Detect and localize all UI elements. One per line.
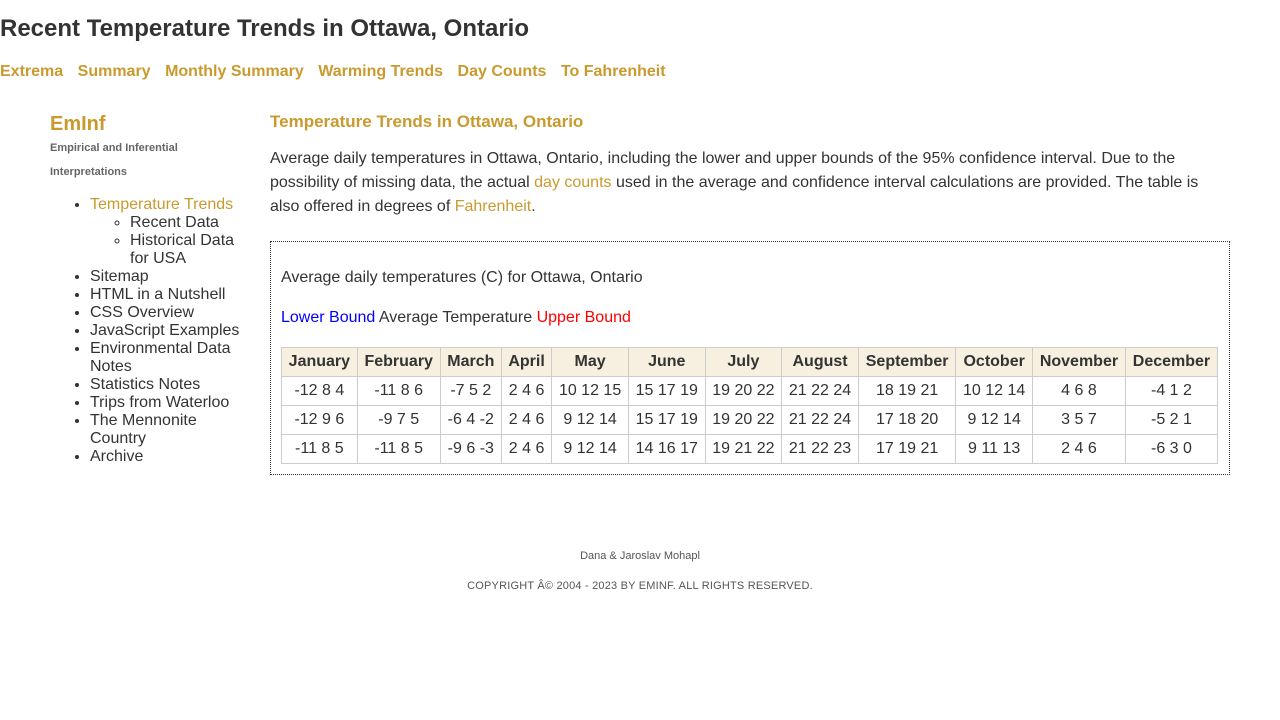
- table-cell: 2 4 6: [500, 376, 553, 406]
- nav-link-summary[interactable]: Summary: [77, 63, 151, 80]
- legend-lower-bound: Lower Bound: [281, 309, 376, 326]
- top-nav: Extrema Summary Monthly Summary Warming …: [0, 63, 680, 81]
- footer-copyright: COPYRIGHT Â© 2004 - 2023 BY EMINF. ALL R…: [467, 580, 813, 592]
- intro-paragraph: Average daily temperatures in Ottawa, On…: [270, 147, 1215, 219]
- legend-upper-bound: Upper Bound: [536, 309, 631, 326]
- column-header: July: [704, 347, 783, 377]
- column-header: April: [500, 347, 553, 377]
- legend-average: Average Temperature: [378, 309, 533, 326]
- table-cell: 21 22 24: [781, 405, 859, 435]
- sidebar-item-label[interactable]: Temperature Trends: [90, 196, 234, 213]
- table-header-row: January February March April May June July Augu…: [281, 347, 1219, 377]
- sidebar-item-archive[interactable]: Archive: [90, 448, 240, 466]
- table-cell: -6 4 -2: [439, 405, 502, 435]
- page-title: Recent Temperature Trends in Ottawa, Ont…: [0, 15, 530, 42]
- table-cell: 19 21 22: [704, 434, 783, 464]
- nav-link-to-fahrenheit[interactable]: To Fahrenheit: [560, 63, 666, 80]
- site-brand[interactable]: EmInf: [50, 113, 106, 135]
- sidebar-item-html-nutshell[interactable]: HTML in a Nutshell: [90, 286, 240, 304]
- table-cell: -4 1 2: [1124, 376, 1219, 406]
- sidebar-subitem-recent-data[interactable]: Recent Data: [130, 214, 240, 232]
- nav-link-extrema[interactable]: Extrema: [0, 63, 64, 80]
- column-header: October: [955, 347, 1033, 377]
- table-cell: 9 12 14: [551, 434, 629, 464]
- table-cell: -9 6 -3: [439, 434, 502, 464]
- temperature-table: January February March April May June July Augu…: [281, 347, 1219, 464]
- column-header: May: [551, 347, 629, 377]
- sidebar-item-sitemap[interactable]: Sitemap: [90, 268, 240, 286]
- table-cell: -7 5 2: [439, 376, 502, 406]
- table-cell: 2 4 6: [500, 434, 553, 464]
- sidebar-item-css-overview[interactable]: CSS Overview: [90, 304, 240, 322]
- table-cell: 4 6 8: [1031, 376, 1126, 406]
- table-cell: 9 12 14: [551, 405, 629, 435]
- table-cell: 19 20 22: [704, 376, 783, 406]
- column-header: August: [781, 347, 859, 377]
- table-cell: -6 3 0: [1124, 434, 1219, 464]
- table-cell: 3 5 7: [1031, 405, 1126, 435]
- main-content: Temperature Trends in Ottawa, Ontario Av…: [270, 112, 1230, 475]
- sidebar-submenu: Recent Data Historical Data for USA: [90, 214, 240, 268]
- sidebar-item-temperature-trends: Temperature Trends Recent Data Historica…: [90, 196, 240, 268]
- table-caption: Average daily temperatures (C) for Ottaw…: [281, 269, 643, 286]
- column-header: November: [1031, 347, 1126, 377]
- nav-link-warming-trends[interactable]: Warming Trends: [318, 63, 444, 80]
- fahrenheit-link[interactable]: Fahrenheit: [454, 198, 532, 215]
- sidebar-item-environmental-data-notes[interactable]: Environmental Data Notes: [90, 340, 240, 376]
- table-cell: 19 20 22: [704, 405, 783, 435]
- sidebar-item-trips-waterloo[interactable]: Trips from Waterloo: [90, 394, 240, 412]
- column-header: March: [439, 347, 502, 377]
- table-cell: 10 12 14: [955, 376, 1033, 406]
- sidebar-item-mennonite-country[interactable]: The Mennonite Country: [90, 412, 240, 448]
- intro-text: .: [531, 198, 536, 215]
- day-counts-link[interactable]: day counts: [534, 174, 612, 191]
- table-cell: -11 8 5: [356, 434, 441, 464]
- table-cell: 2 4 6: [500, 405, 553, 435]
- table-cell: 18 19 21: [857, 376, 957, 406]
- table-cell: 9 12 14: [955, 405, 1033, 435]
- table-cell: 10 12 15: [551, 376, 629, 406]
- table-cell: -12 9 6: [281, 405, 358, 435]
- intro-text: used in the average and confidence inter…: [270, 174, 1199, 215]
- table-cell: 9 11 13: [955, 434, 1033, 464]
- section-title: Temperature Trends in Ottawa, Ontario: [270, 112, 584, 131]
- sidebar-item-statistics-notes[interactable]: Statistics Notes: [90, 376, 240, 394]
- table-legend: Lower Bound Average Temperature Upper Bo…: [281, 308, 1219, 328]
- sidebar-subitem-historical-usa[interactable]: Historical Data for USA: [130, 232, 240, 268]
- table-cell: 14 16 17: [627, 434, 706, 464]
- table-cell: -5 2 1: [1124, 405, 1219, 435]
- footer-authors: Dana & Jaroslav Mohapl: [580, 550, 700, 562]
- nav-link-day-counts[interactable]: Day Counts: [457, 63, 547, 80]
- column-header: December: [1124, 347, 1219, 377]
- column-header: February: [356, 347, 441, 377]
- table-cell: 21 22 24: [781, 376, 859, 406]
- table-cell: 21 22 23: [781, 434, 859, 464]
- table-cell: -11 8 6: [356, 376, 441, 406]
- table-cell: 17 19 21: [857, 434, 957, 464]
- table-cell: 2 4 6: [1031, 434, 1126, 464]
- column-header: January: [281, 347, 358, 377]
- table-cell: -12 8 4: [281, 376, 358, 406]
- sidebar: EmInf Empirical and Inferential Interpre…: [50, 112, 250, 466]
- sidebar-menu: Temperature Trends Recent Data Historica…: [50, 196, 240, 466]
- table-cell: -9 7 5: [356, 405, 441, 435]
- nav-link-monthly-summary[interactable]: Monthly Summary: [165, 63, 304, 80]
- column-header: September: [857, 347, 957, 377]
- table-cell: -11 8 5: [281, 434, 358, 464]
- intro-text: Average daily temperatures in Ottawa, On…: [270, 150, 1176, 191]
- temperature-table-box: Average daily temperatures (C) for Ottaw…: [270, 241, 1230, 475]
- table-cell: 15 17 19: [627, 376, 706, 406]
- sidebar-item-javascript-examples[interactable]: JavaScript Examples: [90, 322, 240, 340]
- table-cell: 15 17 19: [627, 405, 706, 435]
- site-tagline: Empirical and Inferential Interpretation…: [50, 142, 178, 178]
- table-cell: 17 18 20: [857, 405, 957, 435]
- column-header: June: [627, 347, 706, 377]
